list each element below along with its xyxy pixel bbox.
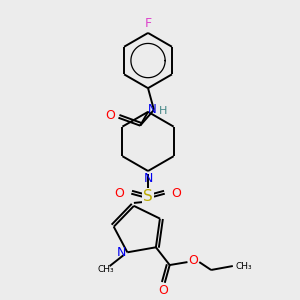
Text: N: N [148,103,156,116]
Text: S: S [143,189,153,204]
Text: N: N [117,246,126,259]
Text: H: H [159,106,167,116]
Text: O: O [188,254,198,267]
Text: F: F [145,16,152,30]
Text: O: O [158,284,168,297]
Text: O: O [106,109,116,122]
Text: CH₃: CH₃ [236,262,252,271]
Text: O: O [115,187,124,200]
Text: O: O [172,187,182,200]
Text: CH₃: CH₃ [98,265,114,274]
Text: N: N [143,172,153,185]
